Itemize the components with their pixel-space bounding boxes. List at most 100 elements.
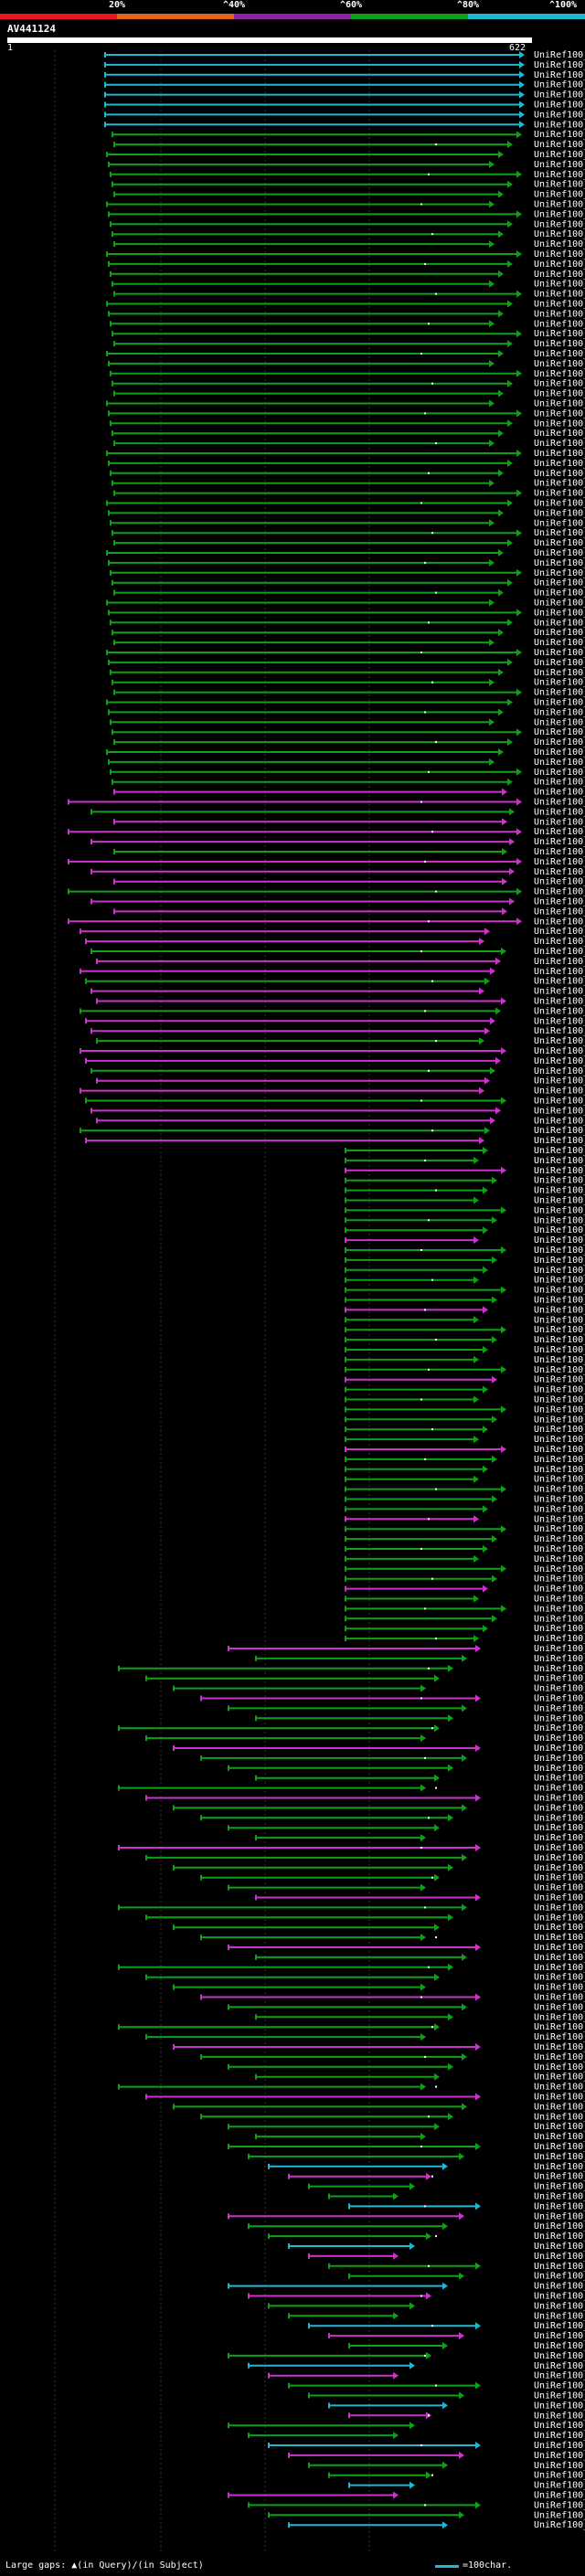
hit-label[interactable]: UniRef100_A6Q0R9 — [534, 618, 585, 628]
hit-label[interactable]: UniRef100_UPI000... — [534, 1156, 585, 1166]
hit-label[interactable]: UniRef100_Q2Q3H1 — [534, 459, 585, 469]
hit-label[interactable]: UniRef100_A7P6B9 — [534, 1026, 585, 1036]
hit-label[interactable]: UniRef100_B6STN4 — [534, 877, 585, 887]
hit-label[interactable]: UniRef100_B9T4Y9 — [534, 2221, 585, 2231]
hit-label[interactable]: UniRef100_Q5W1S0 — [534, 648, 585, 658]
hit-label[interactable]: UniRef100_Q0J118 — [534, 1953, 585, 1963]
hit-label[interactable]: UniRef100_A7LHJ2 — [534, 1973, 585, 1983]
hit-label[interactable]: UniRef100_C4NKX2 — [534, 1853, 585, 1863]
hit-label[interactable]: UniRef100_B8AU58 — [534, 1205, 585, 1215]
hit-label[interactable]: UniRef100_B9GTA4 — [534, 1006, 585, 1016]
hit-label[interactable]: UniRef100_Q2L3E1 — [534, 2401, 585, 2411]
hit-label[interactable]: UniRef100_B9F3G2 — [534, 1196, 585, 1206]
hit-label[interactable]: UniRef100_Q2PJP9 — [534, 200, 585, 210]
hit-label[interactable]: UniRef100_A9PAH5 — [534, 1794, 585, 1804]
hit-label[interactable]: UniRef100_A7P5W7 — [534, 408, 585, 419]
hit-label[interactable]: UniRef100_Q6RZW9 — [534, 180, 585, 190]
hit-label[interactable]: UniRef100_Q6J8N0 — [534, 2012, 585, 2022]
hit-label[interactable]: UniRef100_B9NED1 — [534, 1713, 585, 1723]
hit-label[interactable]: UniRef100_Q9SWT0 — [534, 1046, 585, 1056]
hit-label[interactable]: UniRef100_Q4GDW9 — [534, 369, 585, 379]
hit-label[interactable]: UniRef100_C4NKX0 — [534, 1883, 585, 1893]
hit-label[interactable]: UniRef100_Q6BUA3 — [534, 1803, 585, 1813]
hit-label[interactable]: UniRef100_B9SZ45 — [534, 1296, 585, 1306]
hit-label[interactable]: UniRef100_B9RNA3 — [534, 2451, 585, 2461]
hit-label[interactable]: UniRef100_C5M6V7 — [534, 518, 585, 528]
hit-label[interactable]: UniRef100_A7QIJ6 — [534, 1644, 585, 1654]
hit-label[interactable]: UniRef100_Q2V8V5 — [534, 1365, 585, 1375]
hit-label[interactable]: UniRef100_A5B701 — [534, 1146, 585, 1156]
hit-label[interactable]: UniRef100_C5YJ91 — [534, 2122, 585, 2132]
hit-label[interactable]: UniRef100_B3V014 — [534, 2072, 585, 2083]
hit-label[interactable]: UniRef100_B2KET2 — [534, 1395, 585, 1405]
hit-label[interactable]: UniRef100_Q2V3D1 — [534, 479, 585, 489]
hit-label[interactable]: UniRef100_B6SU12 — [534, 758, 585, 768]
hit-label[interactable]: UniRef100_Q5VP49 — [534, 1823, 585, 1833]
hit-label[interactable]: UniRef100_B9I4H1 — [534, 1634, 585, 1644]
hit-label[interactable]: UniRef100_B9F1G2 — [534, 1564, 585, 1574]
hit-label[interactable]: UniRef100_P08671 — [534, 80, 585, 90]
hit-label[interactable]: UniRef100_Q75L34 — [534, 967, 585, 977]
hit-label[interactable]: UniRef100_B8EZN5 — [534, 1863, 585, 1873]
hit-label[interactable]: UniRef100_B9DGS9 — [534, 50, 585, 60]
hit-label[interactable]: UniRef100_UPI000... — [534, 937, 585, 947]
hit-label[interactable]: UniRef100_A9PAH7 — [534, 1784, 585, 1794]
hit-label[interactable]: UniRef100_B9RRY3 — [534, 1485, 585, 1495]
hit-label[interactable]: UniRef100_C5XS35 — [534, 538, 585, 548]
hit-label[interactable]: UniRef100_B9R8D4 — [534, 1993, 585, 2003]
hit-label[interactable]: UniRef100_Q6IEN0 — [534, 1524, 585, 1534]
hit-label[interactable]: UniRef100_C5YVW7 — [534, 1544, 585, 1554]
hit-label[interactable]: UniRef100_Q93SH1 — [534, 389, 585, 399]
hit-label[interactable]: UniRef100_Q6IEQ1 — [534, 1983, 585, 1993]
hit-label[interactable]: UniRef100_B9RNB2 — [534, 2461, 585, 2471]
hit-label[interactable]: UniRef100_Q6IEL0 — [534, 668, 585, 678]
hit-label[interactable]: UniRef100_Q9SH47 — [534, 60, 585, 70]
hit-label[interactable]: UniRef100_Q7XBH7 — [534, 568, 585, 578]
hit-label[interactable]: UniRef100_Q9FD77 — [534, 2022, 585, 2032]
hit-label[interactable]: UniRef100_A9QH28 — [534, 219, 585, 229]
hit-label[interactable]: UniRef100_C5XPV7 — [534, 2341, 585, 2351]
hit-label[interactable]: UniRef100_A7LHH5 — [534, 2112, 585, 2122]
hit-label[interactable]: UniRef100_Q6IEP3 — [534, 1176, 585, 1186]
hit-label[interactable]: UniRef100_A4PES2 — [534, 1225, 585, 1235]
hit-label[interactable]: UniRef100_Q9SWV4 — [534, 2093, 585, 2103]
hit-label[interactable]: UniRef100_Q45X66 — [534, 130, 585, 140]
hit-label[interactable]: UniRef100_B2G2B4 — [534, 2321, 585, 2331]
hit-label[interactable]: UniRef100_B6U7J3 — [534, 150, 585, 160]
hit-label[interactable]: UniRef100_B3SRS1 — [534, 1186, 585, 1196]
hit-label[interactable]: UniRef100_Q94IB4 — [534, 2282, 585, 2292]
hit-label[interactable]: UniRef100_B9SVN8 — [534, 906, 585, 917]
hit-label[interactable]: UniRef100_C4N1L3 — [534, 1286, 585, 1296]
hit-label[interactable]: UniRef100_A3KS75 — [534, 678, 585, 688]
hit-label[interactable]: UniRef100_Q6ZXC0 — [534, 1166, 585, 1176]
hit-label[interactable]: UniRef100_B1GH40 — [534, 2500, 585, 2510]
hit-label[interactable]: UniRef100_UPI000... — [534, 1126, 585, 1136]
hit-label[interactable]: UniRef100_Q9SDD8 — [534, 260, 585, 270]
hit-label[interactable]: UniRef100_A9PAH8 — [534, 2192, 585, 2202]
hit-label[interactable]: UniRef100_A7PJV8 — [534, 2182, 585, 2192]
hit-label[interactable]: UniRef100_A7LHH6 — [534, 1664, 585, 1674]
hit-label[interactable]: UniRef100_B4F7J2 — [534, 707, 585, 717]
hit-label[interactable]: UniRef100_Q6IEK8 — [534, 1813, 585, 1823]
hit-label[interactable]: UniRef100_C4NKV8 — [534, 2052, 585, 2062]
hit-label[interactable]: UniRef100_Q3S7Q5 — [534, 737, 585, 747]
hit-label[interactable]: UniRef100_A7LH64 — [534, 2083, 585, 2093]
hit-label[interactable]: UniRef100_A6MHD6 — [534, 120, 585, 130]
hit-label[interactable]: UniRef100_C5XKY9 — [534, 1315, 585, 1325]
hit-label[interactable]: UniRef100_A7LHI6 — [534, 2211, 585, 2221]
hit-label[interactable]: UniRef100_A9PBF6 — [534, 768, 585, 778]
hit-label[interactable]: UniRef100_C4KVX1 — [534, 110, 585, 120]
hit-label[interactable]: UniRef100_B9RAA8 — [534, 2272, 585, 2282]
hit-label[interactable]: UniRef100_Q0JP37 — [534, 1465, 585, 1475]
hit-label[interactable]: UniRef100_B9I9A4 — [534, 917, 585, 927]
hit-label[interactable]: UniRef100_A6S0V1 — [534, 1405, 585, 1415]
hit-label[interactable]: UniRef100_Q5FA07 — [534, 290, 585, 300]
hit-label[interactable]: UniRef100_A7QFP1 — [534, 1256, 585, 1266]
hit-label[interactable]: UniRef100_B3VH32 — [534, 2311, 585, 2321]
hit-label[interactable]: UniRef100_B9RUN6 — [534, 1056, 585, 1066]
hit-label[interactable]: UniRef100_Q9I159 — [534, 2252, 585, 2262]
hit-label[interactable]: UniRef100_A9PAH7 — [534, 1774, 585, 1784]
hit-label[interactable]: UniRef100_B3VH80 — [534, 2471, 585, 2481]
hit-label[interactable]: UniRef100_Q9LSG8 — [534, 1604, 585, 1614]
hit-label[interactable]: UniRef100_C5MYR8 — [534, 489, 585, 499]
